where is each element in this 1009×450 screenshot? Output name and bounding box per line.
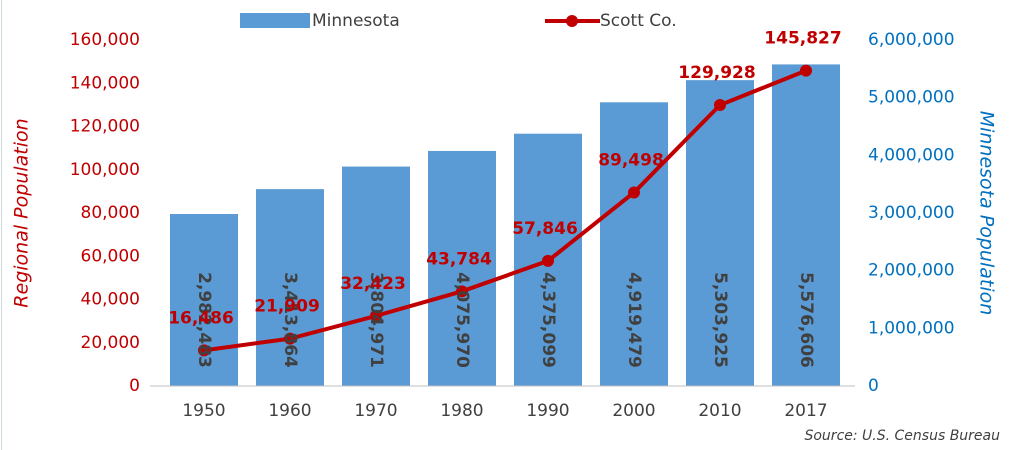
y-tick-label: 0 xyxy=(129,376,140,396)
x-tick-label: 1990 xyxy=(526,401,569,421)
line-value-label: 89,498 xyxy=(598,150,664,170)
line-marker xyxy=(370,309,382,322)
y2-tick-label: 6,000,000 xyxy=(868,30,955,50)
line-marker xyxy=(284,332,296,345)
y-tick-label: 120,000 xyxy=(70,117,140,137)
bar-value-label: 4,075,970 xyxy=(452,272,472,368)
bar xyxy=(686,80,754,387)
line-value-label: 57,846 xyxy=(512,219,578,239)
line-value-label: 16,486 xyxy=(168,308,234,328)
line-marker xyxy=(542,254,554,267)
y2-axis-label: Minnesota Population xyxy=(976,111,998,316)
bar-value-label: 4,919,479 xyxy=(624,272,644,368)
line-marker xyxy=(456,285,468,298)
y-tick-label: 20,000 xyxy=(81,333,140,353)
y-tick-label: 80,000 xyxy=(81,203,140,223)
bar xyxy=(772,64,840,387)
legend-label: Minnesota xyxy=(312,11,400,31)
line-marker xyxy=(628,186,640,199)
y-tick-label: 140,000 xyxy=(70,73,140,93)
y-tick-label: 40,000 xyxy=(81,290,140,310)
bar xyxy=(600,102,668,386)
y2-tick-label: 0 xyxy=(868,376,879,396)
bar xyxy=(170,214,238,386)
bar xyxy=(342,166,410,386)
line-value-label: 129,928 xyxy=(678,63,755,83)
y2-tick-label: 4,000,000 xyxy=(868,145,955,165)
y-axis-label: Regional Population xyxy=(11,118,33,307)
legend-label: Scott Co. xyxy=(600,11,677,31)
bar-value-label: 3,413,864 xyxy=(280,272,300,368)
bar-value-label: 4,375,099 xyxy=(538,272,558,368)
line-marker xyxy=(714,99,726,112)
bar-value-label: 3,804,971 xyxy=(366,272,386,368)
bar-value-label: 5,576,606 xyxy=(796,272,816,368)
line-value-label: 21,909 xyxy=(254,297,320,317)
y-tick-label: 60,000 xyxy=(81,246,140,266)
x-tick-label: 1950 xyxy=(182,401,225,421)
bar xyxy=(428,150,496,386)
y2-tick-label: 2,000,000 xyxy=(868,261,955,281)
line-marker xyxy=(800,64,812,77)
x-tick-label: 2017 xyxy=(784,401,827,421)
line xyxy=(203,68,807,353)
line-value-label: 145,827 xyxy=(764,29,841,49)
x-tick-label: 1980 xyxy=(440,401,483,421)
y2-tick-label: 3,000,000 xyxy=(868,203,955,223)
x-tick-label: 2000 xyxy=(612,401,655,421)
source-note: Source: U.S. Census Bureau xyxy=(804,428,1000,444)
y-tick-label: 160,000 xyxy=(70,30,140,50)
y-tick-label: 100,000 xyxy=(70,160,140,180)
x-tick-label: 2010 xyxy=(698,401,741,421)
line-value-label: 43,784 xyxy=(426,249,492,269)
y2-tick-label: 1,000,000 xyxy=(868,318,955,338)
bar-value-label: 2,982,483 xyxy=(194,272,214,368)
bar-value-label: 5,303,925 xyxy=(710,272,730,368)
legend-swatch xyxy=(240,13,310,28)
legend-swatch-marker xyxy=(566,15,578,27)
line-marker xyxy=(198,344,210,357)
y2-tick-label: 5,000,000 xyxy=(868,88,955,108)
x-tick-label: 1970 xyxy=(354,401,397,421)
x-tick-label: 1960 xyxy=(268,401,311,421)
bar xyxy=(256,189,324,386)
line-value-label: 32,423 xyxy=(340,274,406,294)
